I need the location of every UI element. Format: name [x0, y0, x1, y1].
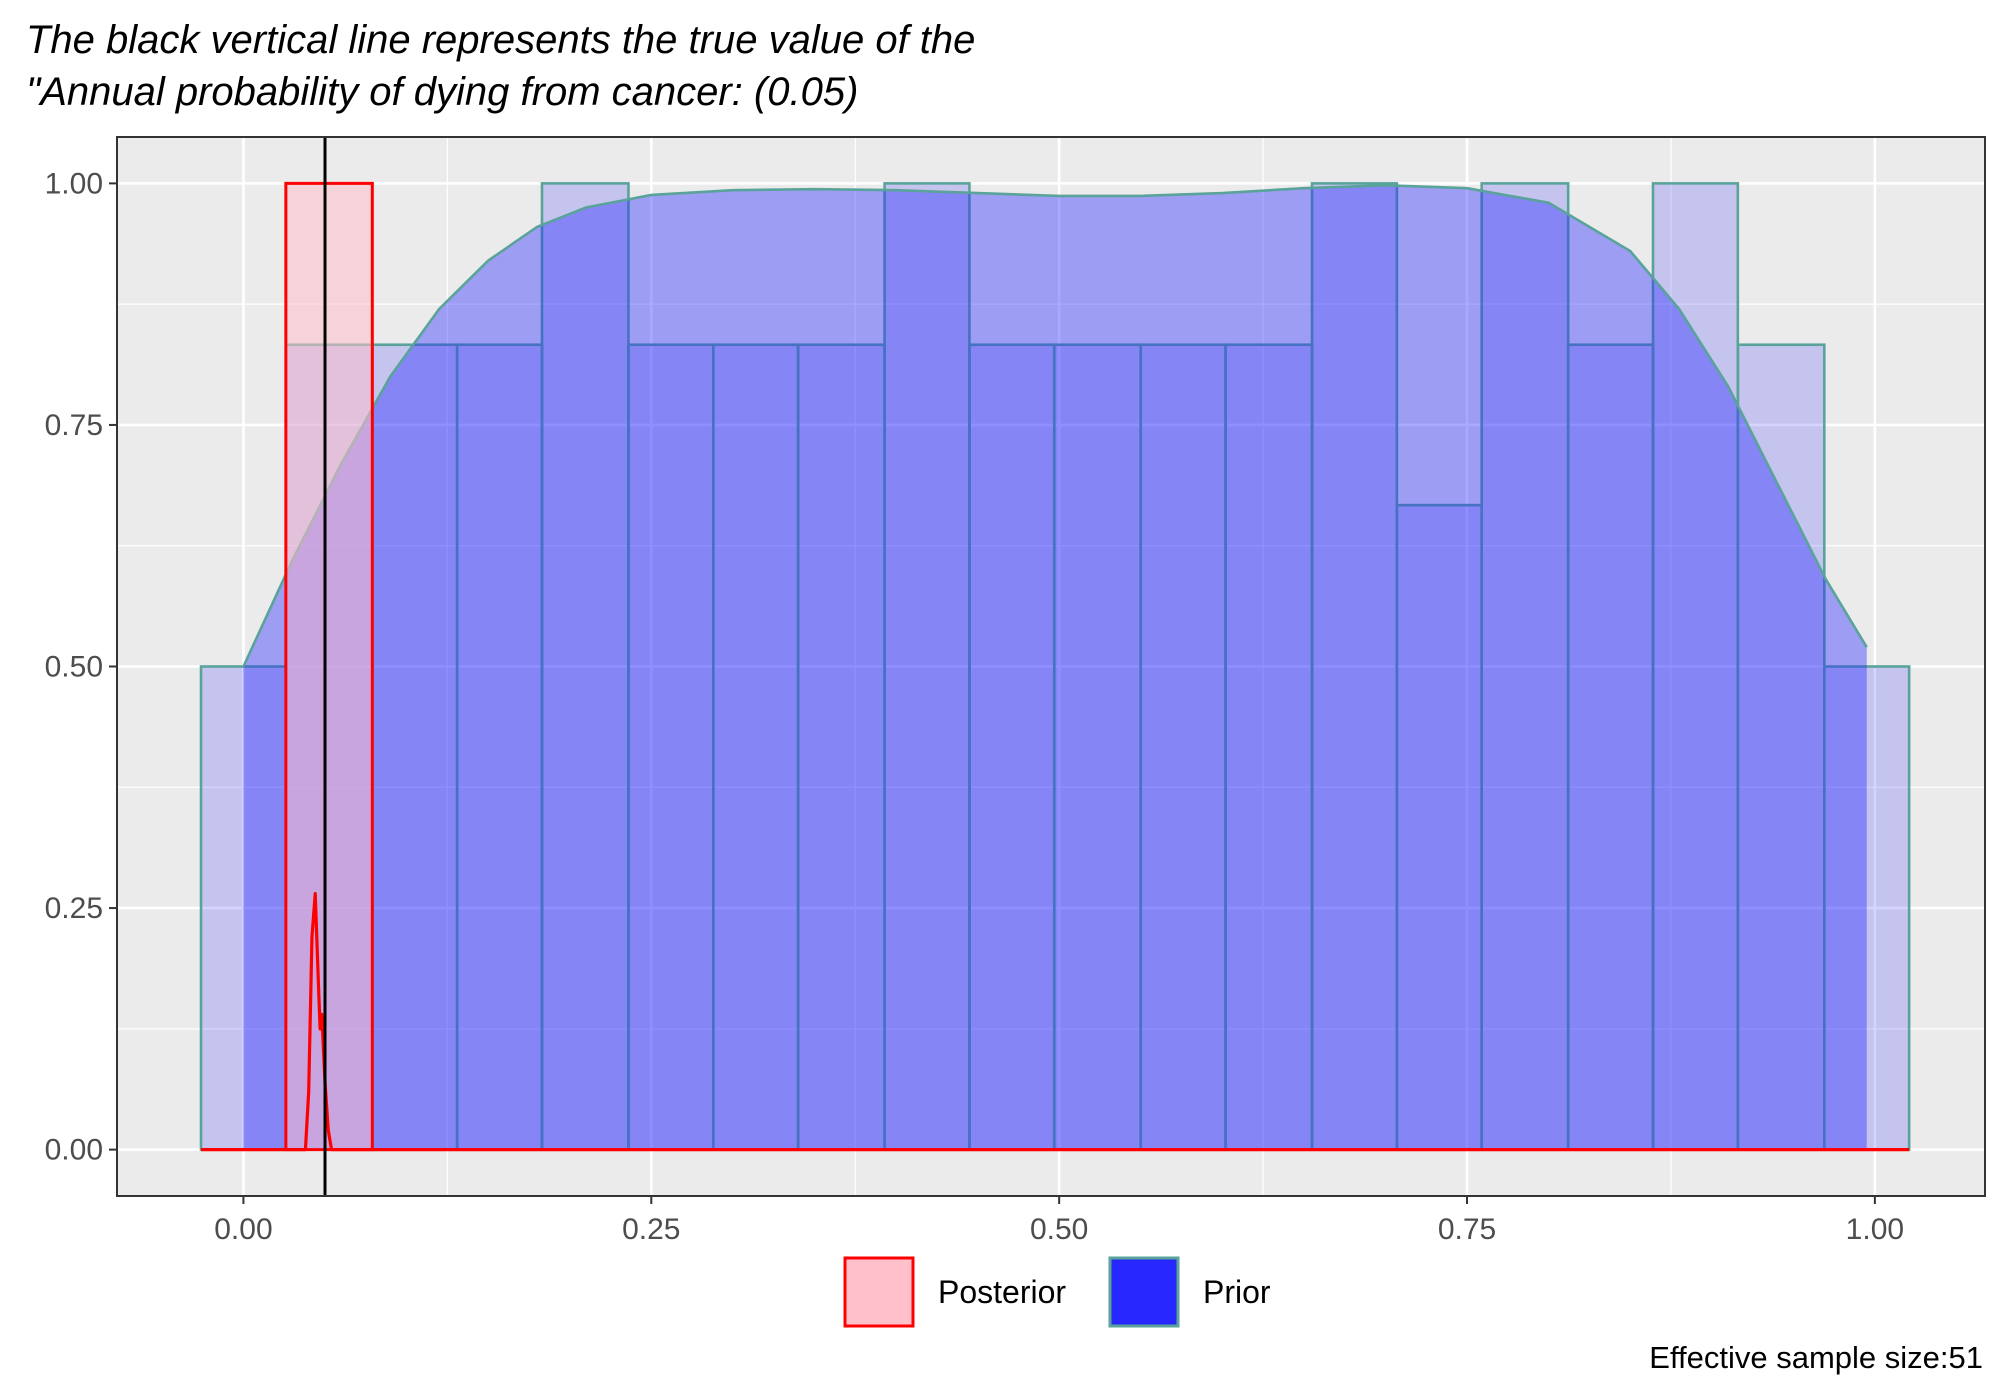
prior-bar	[1224, 343, 1314, 1151]
legend-label-prior: Prior	[1203, 1274, 1271, 1310]
axes: 0.00 0.25 0.50 0.75 1.00 0.00 0.25 0.50 0.75 1.00	[45, 167, 1904, 1246]
posterior-density	[201, 891, 1910, 1152]
x-tick-label: 0.25	[622, 1213, 680, 1246]
prior-bar	[1139, 343, 1227, 1151]
prior-density-line	[242, 184, 1868, 668]
prior-bar	[1736, 343, 1826, 1151]
prior-bar	[883, 182, 971, 1151]
x-tick-label: 0.00	[214, 1213, 272, 1246]
legend-key-posterior	[843, 1256, 915, 1328]
chart-title: The black vertical line represents the t…	[26, 14, 975, 118]
prior-bar	[796, 343, 886, 1151]
x-tick-label: 1.00	[1846, 1213, 1904, 1246]
posterior-bar	[284, 181, 374, 1152]
y-tick-label: 0.00	[45, 1134, 103, 1167]
legend: Posterior Prior	[843, 1256, 1271, 1328]
prior-histogram	[199, 182, 1911, 1151]
y-tick-label: 0.25	[45, 892, 103, 925]
prior-bar	[455, 343, 544, 1151]
prior-density	[242, 184, 1868, 1150]
x-tick-label: 0.75	[1438, 1213, 1496, 1246]
legend-key-prior	[1108, 1256, 1180, 1328]
prior-bar	[711, 343, 800, 1151]
effective-sample-size-caption: Effective sample size:51	[1649, 1340, 1983, 1375]
x-tick-label: 0.50	[1030, 1213, 1088, 1246]
posterior-density-line	[201, 891, 1910, 1152]
y-tick-label: 1.00	[45, 167, 103, 200]
title-line-1: The black vertical line represents the t…	[26, 18, 976, 62]
y-tick-label: 0.50	[45, 651, 103, 684]
posterior-histogram	[284, 181, 374, 1152]
legend-label-posterior: Posterior	[938, 1274, 1066, 1310]
prior-density-area	[243, 185, 1867, 1150]
prior-bar	[1651, 182, 1740, 1151]
prior-bar	[627, 343, 715, 1151]
title-line-2: "Annual probability of dying from cancer…	[26, 70, 859, 114]
prior-bar	[540, 182, 630, 1151]
y-tick-label: 0.75	[45, 409, 103, 442]
prior-bar	[1823, 665, 1911, 1151]
